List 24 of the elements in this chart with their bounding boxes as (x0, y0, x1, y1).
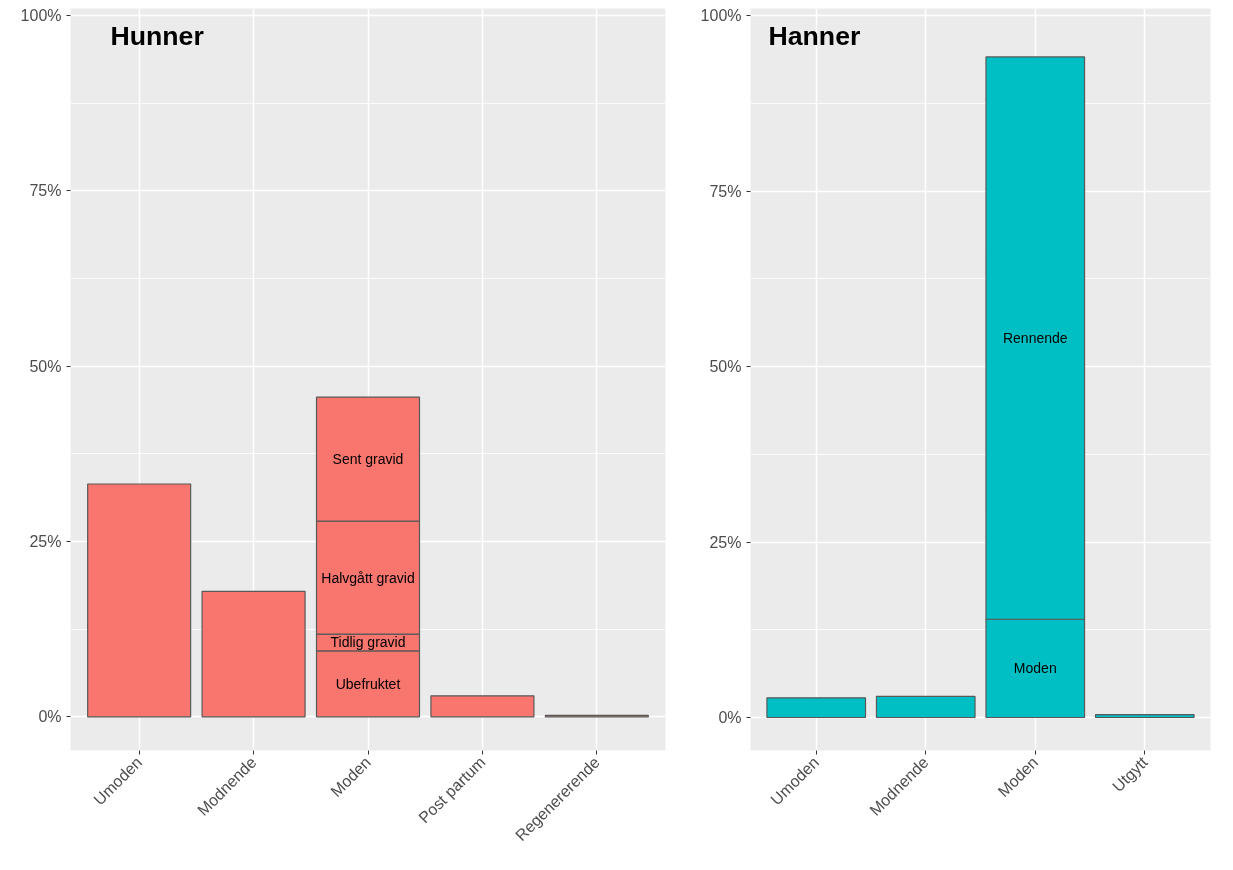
bar (1094, 714, 1195, 719)
series-label: Moden (1013, 660, 1057, 677)
y-tick-label: 50% (29, 357, 62, 375)
bar (875, 695, 976, 719)
series-label: Tidlig gravid (330, 634, 406, 651)
text: Hunner (110, 20, 204, 51)
series-label: Rennende (1002, 330, 1068, 347)
text: Hanner (768, 20, 861, 51)
y-tick-label: 0% (718, 709, 742, 727)
y-tick-label: 50% (709, 358, 742, 376)
series-label: Halvgått gravid (321, 569, 415, 586)
y-tick-label: 75% (29, 182, 62, 200)
y-tick-label: 100% (20, 7, 62, 25)
bar (87, 483, 192, 718)
y-tick-label: 25% (709, 533, 742, 551)
bar (766, 697, 867, 719)
y-tick-label: 0% (38, 708, 62, 726)
bar (430, 695, 535, 718)
series-label: Ubefruktet (335, 675, 401, 692)
series-label: Sent gravid (332, 451, 404, 468)
y-tick-label: 75% (709, 182, 742, 200)
bar (201, 590, 306, 718)
y-tick-label: 100% (700, 7, 742, 25)
y-tick-label: 25% (29, 533, 62, 551)
